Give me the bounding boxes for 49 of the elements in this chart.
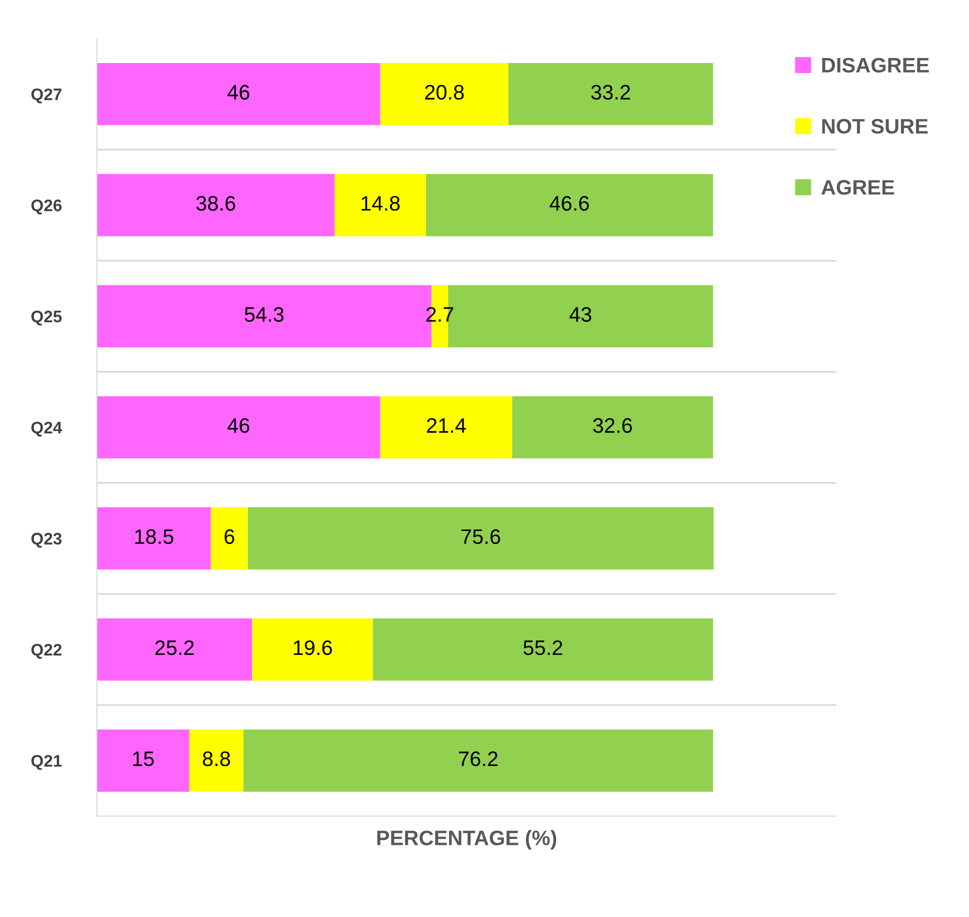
data-label: 20.8: [425, 84, 464, 100]
legend-label: DISAGREE: [822, 58, 929, 73]
bar: [210, 507, 248, 570]
x-axis-title: PERCENTAGE (%): [377, 830, 556, 850]
data-label: 76.2: [459, 751, 498, 766]
y-tick-label: Q26: [31, 200, 62, 214]
data-label: 32.6: [593, 418, 632, 433]
bar: [334, 174, 426, 236]
data-label: 46: [228, 418, 250, 433]
bar: [189, 729, 244, 792]
y-tick-label: Q25: [31, 310, 62, 326]
bar: [244, 729, 714, 792]
data-label: 6: [224, 529, 234, 544]
data-label: 14.8: [362, 196, 400, 211]
bar: [248, 507, 714, 570]
data-label: 46.6: [550, 196, 589, 211]
data-label: 21.4: [427, 418, 466, 433]
bar: [426, 174, 714, 236]
data-label: 18.5: [135, 529, 174, 544]
legend-label: NOT SURE: [822, 118, 928, 134]
data-label: 54.3: [244, 307, 284, 322]
data-label: 33.2: [591, 84, 630, 100]
bar: [512, 396, 714, 458]
data-label: 15: [133, 752, 154, 766]
bar: [508, 62, 714, 126]
data-label: 25.2: [155, 640, 194, 656]
y-tick-label: Q27: [31, 88, 62, 104]
bar: [380, 62, 508, 126]
bar: [96, 729, 190, 792]
data-label: 19.6: [294, 640, 332, 656]
bar: [252, 618, 373, 681]
bar: [96, 62, 380, 126]
bar: [96, 507, 211, 570]
legend-label: AGREE: [821, 180, 894, 195]
bar: [96, 396, 380, 458]
y-tick-label: Q22: [31, 644, 62, 659]
y-tick-label: Q21: [31, 754, 62, 770]
data-label: 55.2: [524, 640, 562, 656]
data-label: 43: [569, 307, 592, 322]
bar: [380, 396, 512, 458]
bar: [96, 618, 252, 681]
data-label: 46: [228, 84, 250, 100]
y-tick-label: Q24: [31, 422, 62, 437]
bar: [372, 618, 714, 681]
y-tick-label: Q23: [31, 532, 62, 548]
data-label: 8.8: [202, 751, 230, 766]
data-label: 75.6: [462, 529, 500, 544]
data-label: 38.6: [196, 196, 236, 211]
bar: [96, 174, 335, 236]
